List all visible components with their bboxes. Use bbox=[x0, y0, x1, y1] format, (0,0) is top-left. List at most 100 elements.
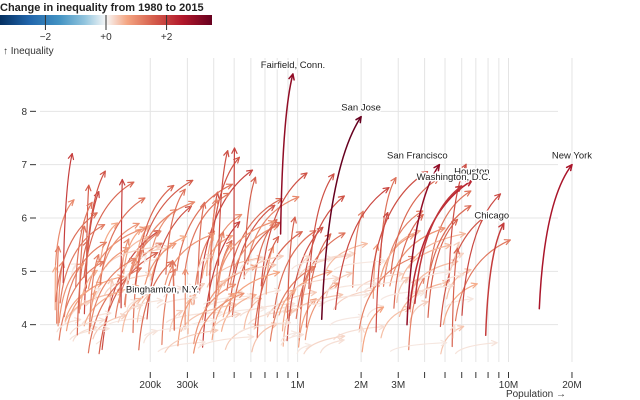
city-arrow-head bbox=[93, 287, 101, 295]
city-arrow-san-jose bbox=[320, 115, 362, 321]
city-arrow bbox=[233, 147, 236, 273]
city-arrow-new-york-head bbox=[565, 163, 573, 172]
city-arrow-head bbox=[237, 292, 245, 299]
city-arrow-head bbox=[98, 317, 106, 324]
city-arrow bbox=[56, 245, 60, 324]
city-arrow bbox=[69, 319, 106, 335]
city-arrow bbox=[89, 254, 100, 332]
city-arrow bbox=[425, 205, 472, 299]
city-arrow bbox=[325, 272, 353, 297]
city-arrow-washington-d-c--head bbox=[455, 185, 463, 193]
city-arrow-head bbox=[123, 273, 130, 281]
city-arrow-head bbox=[86, 201, 93, 209]
city-arrow-head bbox=[297, 332, 304, 339]
city-arrow-head bbox=[111, 222, 119, 229]
city-arrow bbox=[87, 267, 142, 354]
city-arrow bbox=[202, 221, 241, 348]
city-arrow bbox=[193, 292, 245, 354]
city-arrow bbox=[64, 275, 125, 322]
x-tick-label: 200k bbox=[139, 380, 162, 391]
city-arrow-head bbox=[358, 326, 365, 333]
city-arrow bbox=[226, 198, 283, 291]
y-tick-label: 4 bbox=[21, 320, 27, 331]
city-arrow bbox=[405, 285, 454, 300]
city-arrow-head bbox=[127, 181, 135, 188]
city-arrow-head bbox=[444, 269, 452, 276]
labeled-city-arrows bbox=[169, 73, 573, 337]
city-arrow-head bbox=[182, 268, 189, 275]
city-arrow bbox=[217, 220, 275, 281]
city-arrow-head bbox=[332, 275, 339, 282]
city-arrow bbox=[375, 212, 389, 333]
city-arrow bbox=[217, 243, 233, 296]
city-arrow-head bbox=[211, 327, 219, 335]
city-arrow-head bbox=[83, 300, 91, 307]
city-arrow-head bbox=[151, 252, 159, 258]
city-arrow bbox=[81, 312, 112, 325]
city-arrow-head bbox=[378, 323, 385, 331]
city-arrow bbox=[203, 295, 254, 305]
city-arrow-head bbox=[210, 317, 217, 324]
y-tick-label: 5 bbox=[21, 267, 27, 278]
city-arrow bbox=[409, 278, 418, 313]
city-arrow-head bbox=[90, 269, 98, 277]
city-arrow-head bbox=[179, 188, 186, 196]
city-arrow bbox=[280, 332, 298, 342]
city-arrow bbox=[335, 187, 390, 310]
city-arrow-head bbox=[466, 296, 474, 303]
city-arrow-head bbox=[292, 195, 300, 202]
city-arrow bbox=[124, 248, 142, 308]
city-arrow-head bbox=[432, 177, 440, 184]
x-axis-label: Population → bbox=[506, 389, 566, 400]
city-arrow-head bbox=[494, 193, 502, 201]
city-arrow bbox=[236, 322, 292, 335]
city-arrow-head bbox=[290, 216, 297, 224]
city-arrow-houston bbox=[408, 179, 473, 310]
city-arrow bbox=[256, 236, 280, 338]
city-arrow bbox=[184, 192, 231, 276]
city-arrow-head bbox=[453, 241, 460, 249]
city-arrow-head bbox=[182, 324, 189, 331]
city-arrow-head bbox=[309, 289, 317, 297]
city-arrow-head bbox=[233, 156, 240, 164]
city-arrow-san-francisco-head bbox=[433, 163, 441, 172]
city-arrow-head bbox=[290, 330, 298, 337]
city-arrow bbox=[408, 276, 425, 351]
city-arrow bbox=[276, 308, 289, 320]
city-arrow bbox=[138, 261, 173, 351]
city-arrow-head bbox=[259, 255, 267, 262]
city-arrow-head bbox=[459, 231, 466, 238]
city-arrow-head bbox=[402, 276, 410, 283]
city-arrow bbox=[461, 193, 502, 316]
y-axis-label: ↑ Inequality bbox=[3, 46, 54, 57]
city-arrow bbox=[329, 316, 365, 326]
city-arrow-head bbox=[324, 233, 332, 241]
city-arrow bbox=[389, 227, 446, 287]
city-arrow bbox=[300, 195, 345, 310]
city-arrow bbox=[260, 172, 308, 287]
city-arrow-head bbox=[273, 270, 281, 277]
city-arrow bbox=[333, 289, 376, 310]
city-arrow-head bbox=[272, 236, 280, 244]
city-arrow-head bbox=[268, 204, 276, 212]
city-arrow bbox=[396, 276, 410, 303]
city-arrow bbox=[91, 247, 130, 302]
city-arrow bbox=[370, 171, 429, 288]
city-arrow bbox=[428, 190, 472, 277]
city-arrow bbox=[85, 184, 90, 289]
city-arrow-head bbox=[107, 278, 114, 286]
city-arrow-head bbox=[336, 292, 344, 299]
city-arrow bbox=[380, 307, 411, 339]
city-arrow bbox=[135, 225, 150, 268]
y-tick-label: 6 bbox=[21, 214, 27, 225]
city-arrow-head bbox=[186, 179, 194, 186]
city-arrow bbox=[352, 210, 364, 288]
city-arrow bbox=[63, 241, 107, 318]
legend-tick-label: −2 bbox=[40, 32, 52, 43]
city-arrow bbox=[390, 177, 440, 274]
city-arrow-head bbox=[132, 284, 140, 291]
city-arrow-head bbox=[438, 226, 446, 233]
city-arrow-head bbox=[268, 246, 275, 254]
city-arrow-head bbox=[90, 325, 98, 332]
city-arrow-head bbox=[276, 253, 284, 260]
